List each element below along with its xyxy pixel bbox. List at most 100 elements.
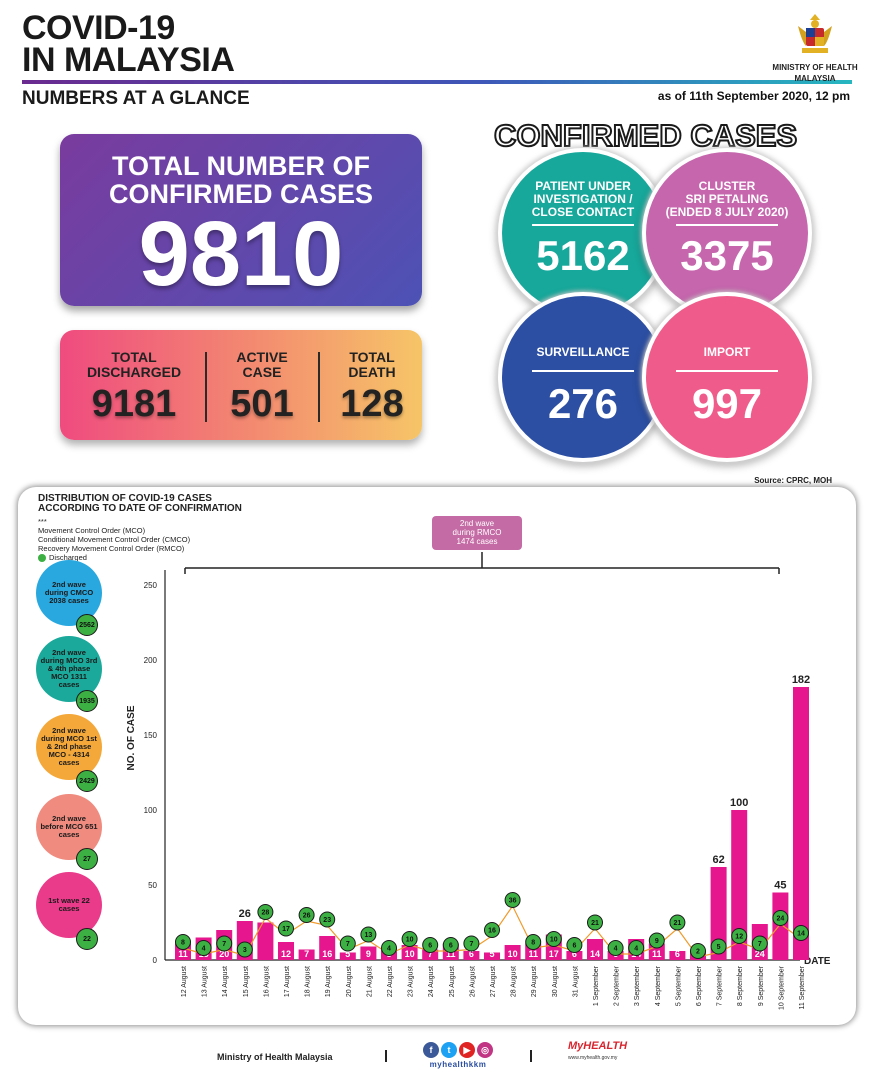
- bar: [587, 939, 603, 960]
- discharged-badge: [628, 940, 645, 956]
- discharged-badge: [298, 907, 315, 923]
- page-title: COVID-19 IN MALAYSIA: [22, 11, 235, 79]
- bar: [278, 942, 294, 960]
- legend-discharged: Discharged: [38, 553, 190, 563]
- bar-value-label: 10: [508, 949, 518, 959]
- bar-value-label: 12: [281, 949, 291, 959]
- bar-value-label: 26: [239, 908, 251, 920]
- total-confirmed-card: TOTAL NUMBER OF CONFIRMED CASES 9810: [60, 134, 422, 306]
- cluster-label3: (ENDED 8 JULY 2020): [665, 205, 789, 219]
- legend-discharged-label: Discharged: [49, 553, 87, 562]
- ministry-logo: MINISTRY OF HEALTH MALAYSIA: [770, 12, 860, 83]
- discharged-value-label: 12: [735, 934, 743, 941]
- wave-mco-12: 2nd wave during MCO 1st & 2nd phase MCO …: [36, 714, 102, 780]
- rmco-line2: during RMCO: [452, 528, 502, 537]
- bar-value-label: 24: [755, 949, 765, 959]
- discharged-badge: [751, 935, 768, 952]
- import-divider: [676, 370, 778, 372]
- discharged-value-label: 4: [387, 946, 391, 953]
- bar-value-label: 6: [675, 949, 680, 959]
- bar-value-label: 7: [428, 949, 433, 959]
- bar: [298, 949, 315, 960]
- x-tick-label: 27 August: [490, 966, 497, 997]
- pui-label1: PATIENT UNDER: [535, 179, 631, 193]
- x-tick-label: 2 September: [614, 965, 621, 1006]
- stat-divider: [318, 352, 320, 422]
- discharged-value-label: 21: [591, 920, 599, 927]
- x-tick-label: 20 August: [346, 966, 353, 997]
- x-tick-label: 8 September: [737, 965, 744, 1006]
- y-tick-label: 0: [153, 956, 158, 965]
- myhealth-title: MyHEALTH: [568, 1040, 628, 1052]
- wave-first-text: 1st wave 22 cases: [48, 896, 90, 913]
- title-line2: IN MALAYSIA: [22, 41, 235, 79]
- y-tick-label: 150: [144, 731, 158, 740]
- discharged-value-label: 14: [797, 931, 805, 938]
- facebook-icon[interactable]: f: [423, 1042, 439, 1058]
- myhealth-logo: MyHEALTH www.myhealth.gov.my: [568, 1040, 627, 1061]
- wave-first: 1st wave 22 cases: [36, 872, 102, 938]
- bar-value-label: 10: [405, 949, 415, 959]
- stat-active-label2: CASE: [242, 364, 282, 380]
- chart-legend: *** Movement Control Order (MCO) Conditi…: [38, 517, 191, 563]
- footer-social: f t ▶ ◎ myhealthkkm: [415, 1040, 501, 1069]
- ministry-name-line2: MALAYSIA: [794, 74, 836, 83]
- total-value: 9810: [138, 203, 344, 305]
- total-label-line2: CONFIRMED CASES: [108, 179, 373, 209]
- pui-value: 5162: [536, 232, 630, 279]
- wave-mco-12-badge: 2429: [76, 770, 98, 792]
- bar-value-label: 11: [446, 949, 456, 959]
- discharged-dot-icon: [38, 554, 46, 563]
- stat-death-label1: TOTAL: [349, 349, 395, 365]
- bar: [257, 922, 274, 960]
- bar: [710, 867, 727, 960]
- x-tick-label: 29 August: [531, 966, 538, 997]
- discharged-badge: [607, 940, 624, 956]
- discharged-value-label: 36: [509, 898, 517, 905]
- bar-value-label: 182: [792, 674, 810, 686]
- discharged-badge: [669, 914, 686, 931]
- bar-value-label: 5: [345, 949, 350, 959]
- bar: [422, 949, 439, 960]
- discharged-value-label: 7: [346, 941, 350, 948]
- discharged-badge: [257, 904, 274, 920]
- pui-label3: CLOSE CONTACT: [531, 205, 635, 219]
- wave-cmco-text: 2nd wave during CMCO 2038 cases: [44, 580, 94, 605]
- circle-pui: PATIENT UNDER INVESTIGATION / CLOSE CONT…: [502, 152, 664, 314]
- wave-first-badge: 22: [76, 928, 98, 950]
- x-tick-label: 24 August: [428, 966, 435, 997]
- discharged-badge: [216, 935, 233, 952]
- stat-active-label1: ACTIVE: [236, 349, 288, 365]
- bar-value-label: 11: [178, 949, 188, 959]
- pui-divider: [532, 224, 634, 226]
- discharged-badge: [690, 943, 706, 959]
- surveillance-value: 276: [547, 380, 619, 427]
- stat-active: ACTIVE CASE 501: [212, 349, 312, 425]
- discharged-badge: [175, 934, 191, 950]
- discharged-badge: [731, 928, 748, 944]
- instagram-icon[interactable]: ◎: [477, 1042, 493, 1058]
- total-label-line1: TOTAL NUMBER OF: [112, 151, 370, 181]
- coat-of-arms-icon: [798, 14, 832, 53]
- footer-ministry: Ministry of Health Malaysia: [217, 1052, 333, 1062]
- youtube-icon[interactable]: ▶: [459, 1042, 475, 1058]
- x-tick-label: 7 September: [717, 965, 724, 1006]
- discharged-badge: [587, 914, 603, 931]
- bar-value-label: 62: [712, 854, 724, 866]
- stat-discharged-value: 9181: [91, 383, 177, 425]
- y-tick-label: 50: [148, 881, 157, 890]
- wave-mco-12-text: 2nd wave during MCO 1st & 2nd phase MCO …: [41, 726, 97, 767]
- discharged-value-label: 4: [614, 946, 618, 953]
- legend-cmco: Conditional Movement Control Order (CMCO…: [38, 535, 191, 544]
- legend-stars: ***: [38, 517, 47, 526]
- import-value: 997: [691, 380, 763, 427]
- discharged-value-label: 26: [303, 913, 311, 920]
- summary-stats-card: TOTAL DISCHARGED 9181 ACTIVE CASE 501 TO…: [60, 330, 422, 440]
- discharged-badge: [442, 937, 459, 953]
- discharged-value-label: 8: [181, 940, 185, 947]
- bar-value-label: 6: [469, 949, 474, 959]
- twitter-icon[interactable]: t: [441, 1042, 457, 1058]
- wave-mco-34-badge: 1935: [76, 690, 98, 712]
- stat-discharged-label1: TOTAL: [111, 349, 157, 365]
